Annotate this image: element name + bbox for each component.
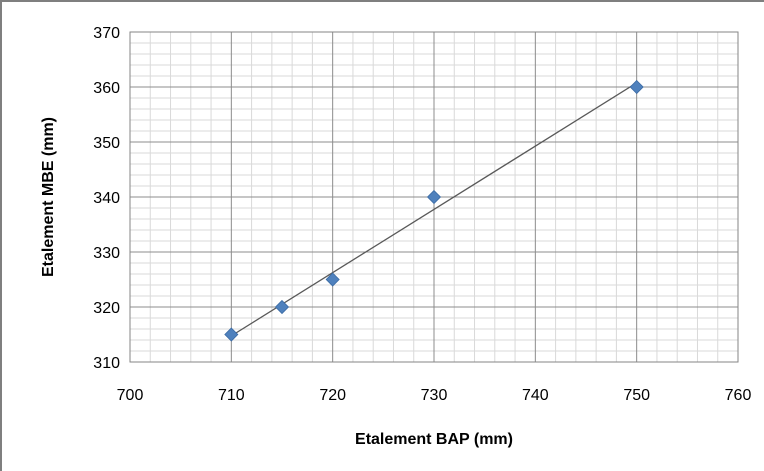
x-tick-label: 760: [725, 387, 752, 404]
y-tick-label: 360: [93, 80, 120, 97]
data-points: [224, 79, 644, 342]
plot-area-border: [129, 31, 739, 363]
data-point-diamond: [224, 327, 239, 342]
x-tick-label: 720: [319, 387, 346, 404]
y-tick-label: 340: [93, 190, 120, 207]
x-tick-label: 710: [218, 387, 245, 404]
x-tick-label: 700: [117, 387, 144, 404]
linear-trendline: [230, 82, 638, 337]
y-tick-label: 370: [93, 25, 120, 42]
y-axis-title: Etalement MBE (mm): [40, 117, 57, 277]
y-tick-label: 320: [93, 300, 120, 317]
data-point-diamond: [325, 272, 340, 287]
y-tick-label: 350: [93, 135, 120, 152]
x-tick-label: 730: [421, 387, 448, 404]
data-point-diamond: [426, 189, 442, 205]
data-point-diamond: [629, 79, 644, 95]
x-tick-label: 740: [522, 387, 549, 404]
y-tick-label: 330: [93, 245, 120, 262]
x-axis-title: Etalement BAP (mm): [355, 431, 513, 448]
x-tick-label: 750: [623, 387, 650, 404]
x-axis-tick-labels: 700 710 720 730 740 750 760: [117, 387, 752, 404]
y-tick-label: 310: [93, 355, 120, 372]
data-point-diamond: [274, 299, 290, 315]
y-axis-tick-labels: 310 320 330 340 350 360 370: [93, 25, 120, 372]
